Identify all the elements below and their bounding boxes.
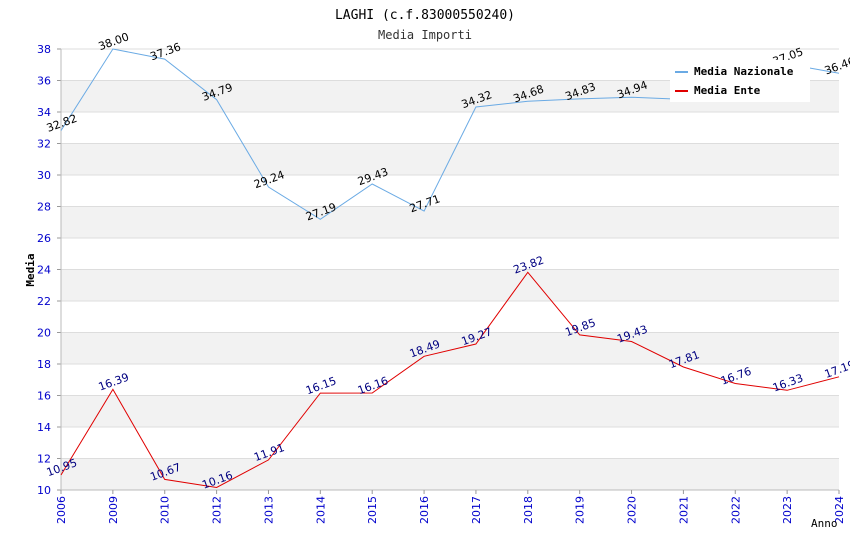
y-tick-label: 16 — [37, 390, 51, 403]
x-tick-label: 2016 — [418, 496, 431, 524]
grid-bands — [61, 80, 839, 490]
y-axis-label: Media — [24, 253, 37, 286]
x-tick-label: 2006 — [55, 496, 68, 524]
x-tick-label: 2019 — [574, 496, 587, 524]
x-tick-label: 2020 — [626, 496, 639, 524]
data-label: 16.33 — [771, 372, 805, 395]
grid-band — [61, 458, 839, 490]
grid-band — [61, 269, 839, 301]
axes — [60, 49, 839, 491]
y-tick-label: 38 — [37, 43, 51, 56]
x-tick-label: 2017 — [470, 496, 483, 524]
x-tick-label: 2010 — [159, 496, 172, 524]
x-tick-labels: 2006 2009 2010 2012 2013 2014 2015 2016 2017 2018… — [55, 490, 846, 524]
chart-subtitle: Media Importi — [378, 28, 472, 42]
x-tick-label: 2015 — [366, 496, 379, 524]
y-tick-label: 18 — [37, 358, 51, 371]
legend-label-media-nazionale: Media Nazionale — [694, 65, 794, 78]
x-tick-label: 2018 — [522, 496, 535, 524]
y-tick-label: 24 — [37, 264, 51, 277]
x-tick-label: 2014 — [314, 496, 327, 524]
grid-band — [61, 206, 839, 238]
data-label: 16.76 — [719, 365, 753, 388]
y-tick-label: 32 — [37, 138, 51, 151]
data-label: 16.16 — [356, 374, 390, 397]
grid-band — [61, 332, 839, 364]
x-tick-label: 2022 — [729, 496, 742, 524]
legend-label-media-ente: Media Ente — [694, 84, 761, 97]
y-tick-label: 34 — [37, 106, 51, 119]
series-line-media-ente — [60, 271, 840, 489]
data-label: 16.15 — [304, 374, 338, 397]
x-tick-label: 2023 — [781, 496, 794, 524]
y-tick-label: 30 — [37, 169, 51, 182]
y-tick-label: 10 — [37, 484, 51, 497]
y-tick-label: 36 — [37, 75, 51, 88]
grid-lines — [57, 48, 839, 491]
x-tick-label: 2009 — [107, 496, 120, 524]
y-tick-label: 26 — [37, 232, 51, 245]
grid-band — [61, 395, 839, 427]
data-label: 36.46 — [823, 54, 850, 77]
y-tick-label: 22 — [37, 295, 51, 308]
data-label: 38.00 — [97, 30, 131, 53]
y-tick-labels: 10 12 14 16 18 20 22 24 26 28 30 32 34 36 38 — [37, 43, 51, 497]
x-axis-label: Anno — [811, 517, 838, 530]
chart-title: LAGHI (c.f.83000550240) — [335, 8, 515, 23]
x-tick-label: 2021 — [677, 496, 690, 524]
x-tick-label: 2024 — [833, 496, 846, 524]
legend-box — [670, 60, 810, 102]
x-tick-label: 2013 — [262, 496, 275, 524]
y-tick-label: 12 — [37, 453, 51, 466]
x-tick-label: 2012 — [211, 496, 224, 524]
y-tick-label: 14 — [37, 421, 51, 434]
legend: Media Nazionale Media Ente — [670, 60, 810, 102]
y-tick-label: 28 — [37, 201, 51, 214]
y-tick-label: 20 — [37, 327, 51, 340]
